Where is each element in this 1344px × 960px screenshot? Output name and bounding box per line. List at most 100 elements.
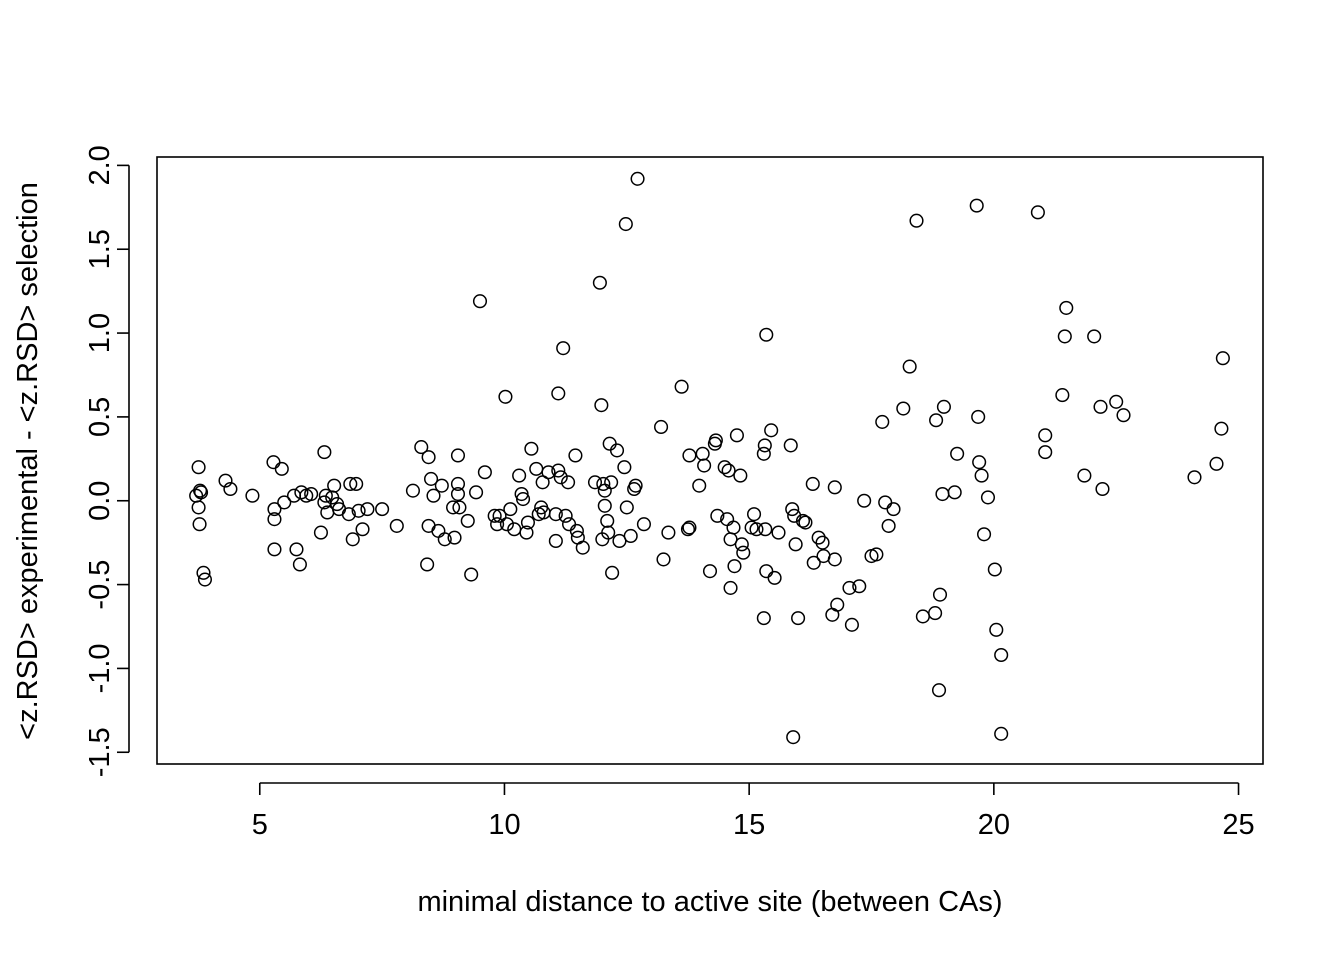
- data-point: [932, 587, 948, 602]
- data-point: [805, 476, 820, 492]
- data-point: [929, 413, 944, 428]
- data-point: [994, 647, 1009, 663]
- data-point: [421, 518, 436, 533]
- data-point: [553, 470, 568, 485]
- data-point: [733, 468, 748, 483]
- data-point: [602, 436, 617, 451]
- data-point: [327, 478, 342, 493]
- y-axis-ticks: -1.5 -1.0 -0.5 0.0 0.5 1.0 1.5 2.0: [84, 145, 129, 777]
- data-point: [389, 518, 404, 533]
- x-tick-label: 25: [1222, 809, 1254, 841]
- data-point: [767, 570, 782, 585]
- data-point: [830, 597, 845, 612]
- data-point: [636, 517, 651, 532]
- y-tick-label: -1.5: [84, 727, 116, 777]
- y-tick-label: -1.0: [84, 643, 116, 693]
- data-point: [562, 517, 577, 532]
- data-point: [450, 476, 466, 492]
- data-point: [896, 401, 911, 416]
- data-point: [469, 485, 484, 500]
- data-point: [218, 473, 233, 488]
- data-point: [548, 533, 563, 549]
- data-point: [375, 502, 390, 517]
- data-point: [1093, 399, 1108, 414]
- data-point: [1187, 470, 1202, 485]
- data-point: [351, 503, 366, 518]
- data-point: [815, 535, 830, 550]
- x-axis-ticks: 5 10 15 20 25: [252, 783, 1255, 841]
- data-point: [575, 540, 590, 555]
- data-point: [313, 525, 328, 540]
- data-point: [1038, 428, 1053, 443]
- data-point: [604, 475, 619, 490]
- data-point: [191, 500, 206, 515]
- data-point: [548, 507, 563, 522]
- data-point: [875, 414, 890, 429]
- data-point: [556, 341, 571, 356]
- data-point: [434, 478, 449, 493]
- data-point: [710, 508, 725, 523]
- data-point: [487, 508, 502, 523]
- data-point: [541, 465, 556, 480]
- data-point: [692, 478, 707, 493]
- data-point: [764, 423, 779, 438]
- data-point: [450, 486, 466, 502]
- data-point: [788, 537, 803, 552]
- data-point: [267, 512, 282, 527]
- data-point: [727, 559, 742, 574]
- data-point: [950, 446, 965, 461]
- data-point: [972, 455, 987, 470]
- data-point: [492, 508, 507, 523]
- data-point: [426, 488, 441, 503]
- data-point: [551, 386, 566, 401]
- data-point: [446, 500, 461, 515]
- data-point: [623, 528, 638, 544]
- data-point: [1116, 408, 1131, 423]
- data-point: [749, 522, 764, 537]
- data-point: [842, 580, 857, 595]
- x-axis-label: minimal distance to active site (between…: [417, 886, 1002, 918]
- data-point: [798, 515, 813, 530]
- data-point: [827, 480, 842, 495]
- data-point: [783, 438, 798, 453]
- data-point: [349, 476, 364, 492]
- data-point: [661, 525, 676, 540]
- data-point: [771, 525, 786, 540]
- data-point: [936, 399, 951, 414]
- data-point: [343, 476, 358, 492]
- data-point: [947, 485, 962, 500]
- data-point: [1215, 351, 1230, 366]
- data-point: [977, 527, 992, 542]
- data-point: [1109, 394, 1124, 409]
- data-point: [726, 520, 741, 535]
- data-point: [989, 622, 1004, 637]
- data-point: [795, 513, 811, 528]
- data-point: [969, 198, 984, 213]
- data-point: [680, 522, 696, 537]
- data-point: [746, 507, 762, 522]
- data-point: [286, 488, 302, 503]
- data-point: [600, 513, 615, 528]
- data-point: [757, 438, 772, 453]
- data-point: [516, 492, 531, 507]
- x-tick-label: 10: [488, 809, 520, 841]
- data-point: [786, 730, 801, 745]
- data-point: [1087, 329, 1102, 344]
- data-points: [189, 171, 1230, 745]
- data-point: [609, 443, 625, 458]
- x-tick-label: 5: [252, 809, 268, 841]
- data-point: [702, 564, 718, 579]
- data-point: [915, 609, 930, 624]
- data-point: [345, 532, 360, 547]
- data-point: [317, 445, 332, 460]
- data-point: [274, 461, 289, 476]
- data-point: [524, 441, 539, 456]
- data-point: [1095, 481, 1110, 497]
- data-point: [196, 565, 211, 580]
- data-point: [682, 448, 697, 463]
- data-point: [857, 493, 872, 508]
- data-point: [424, 471, 439, 486]
- data-point: [318, 488, 333, 503]
- data-point: [1077, 468, 1092, 483]
